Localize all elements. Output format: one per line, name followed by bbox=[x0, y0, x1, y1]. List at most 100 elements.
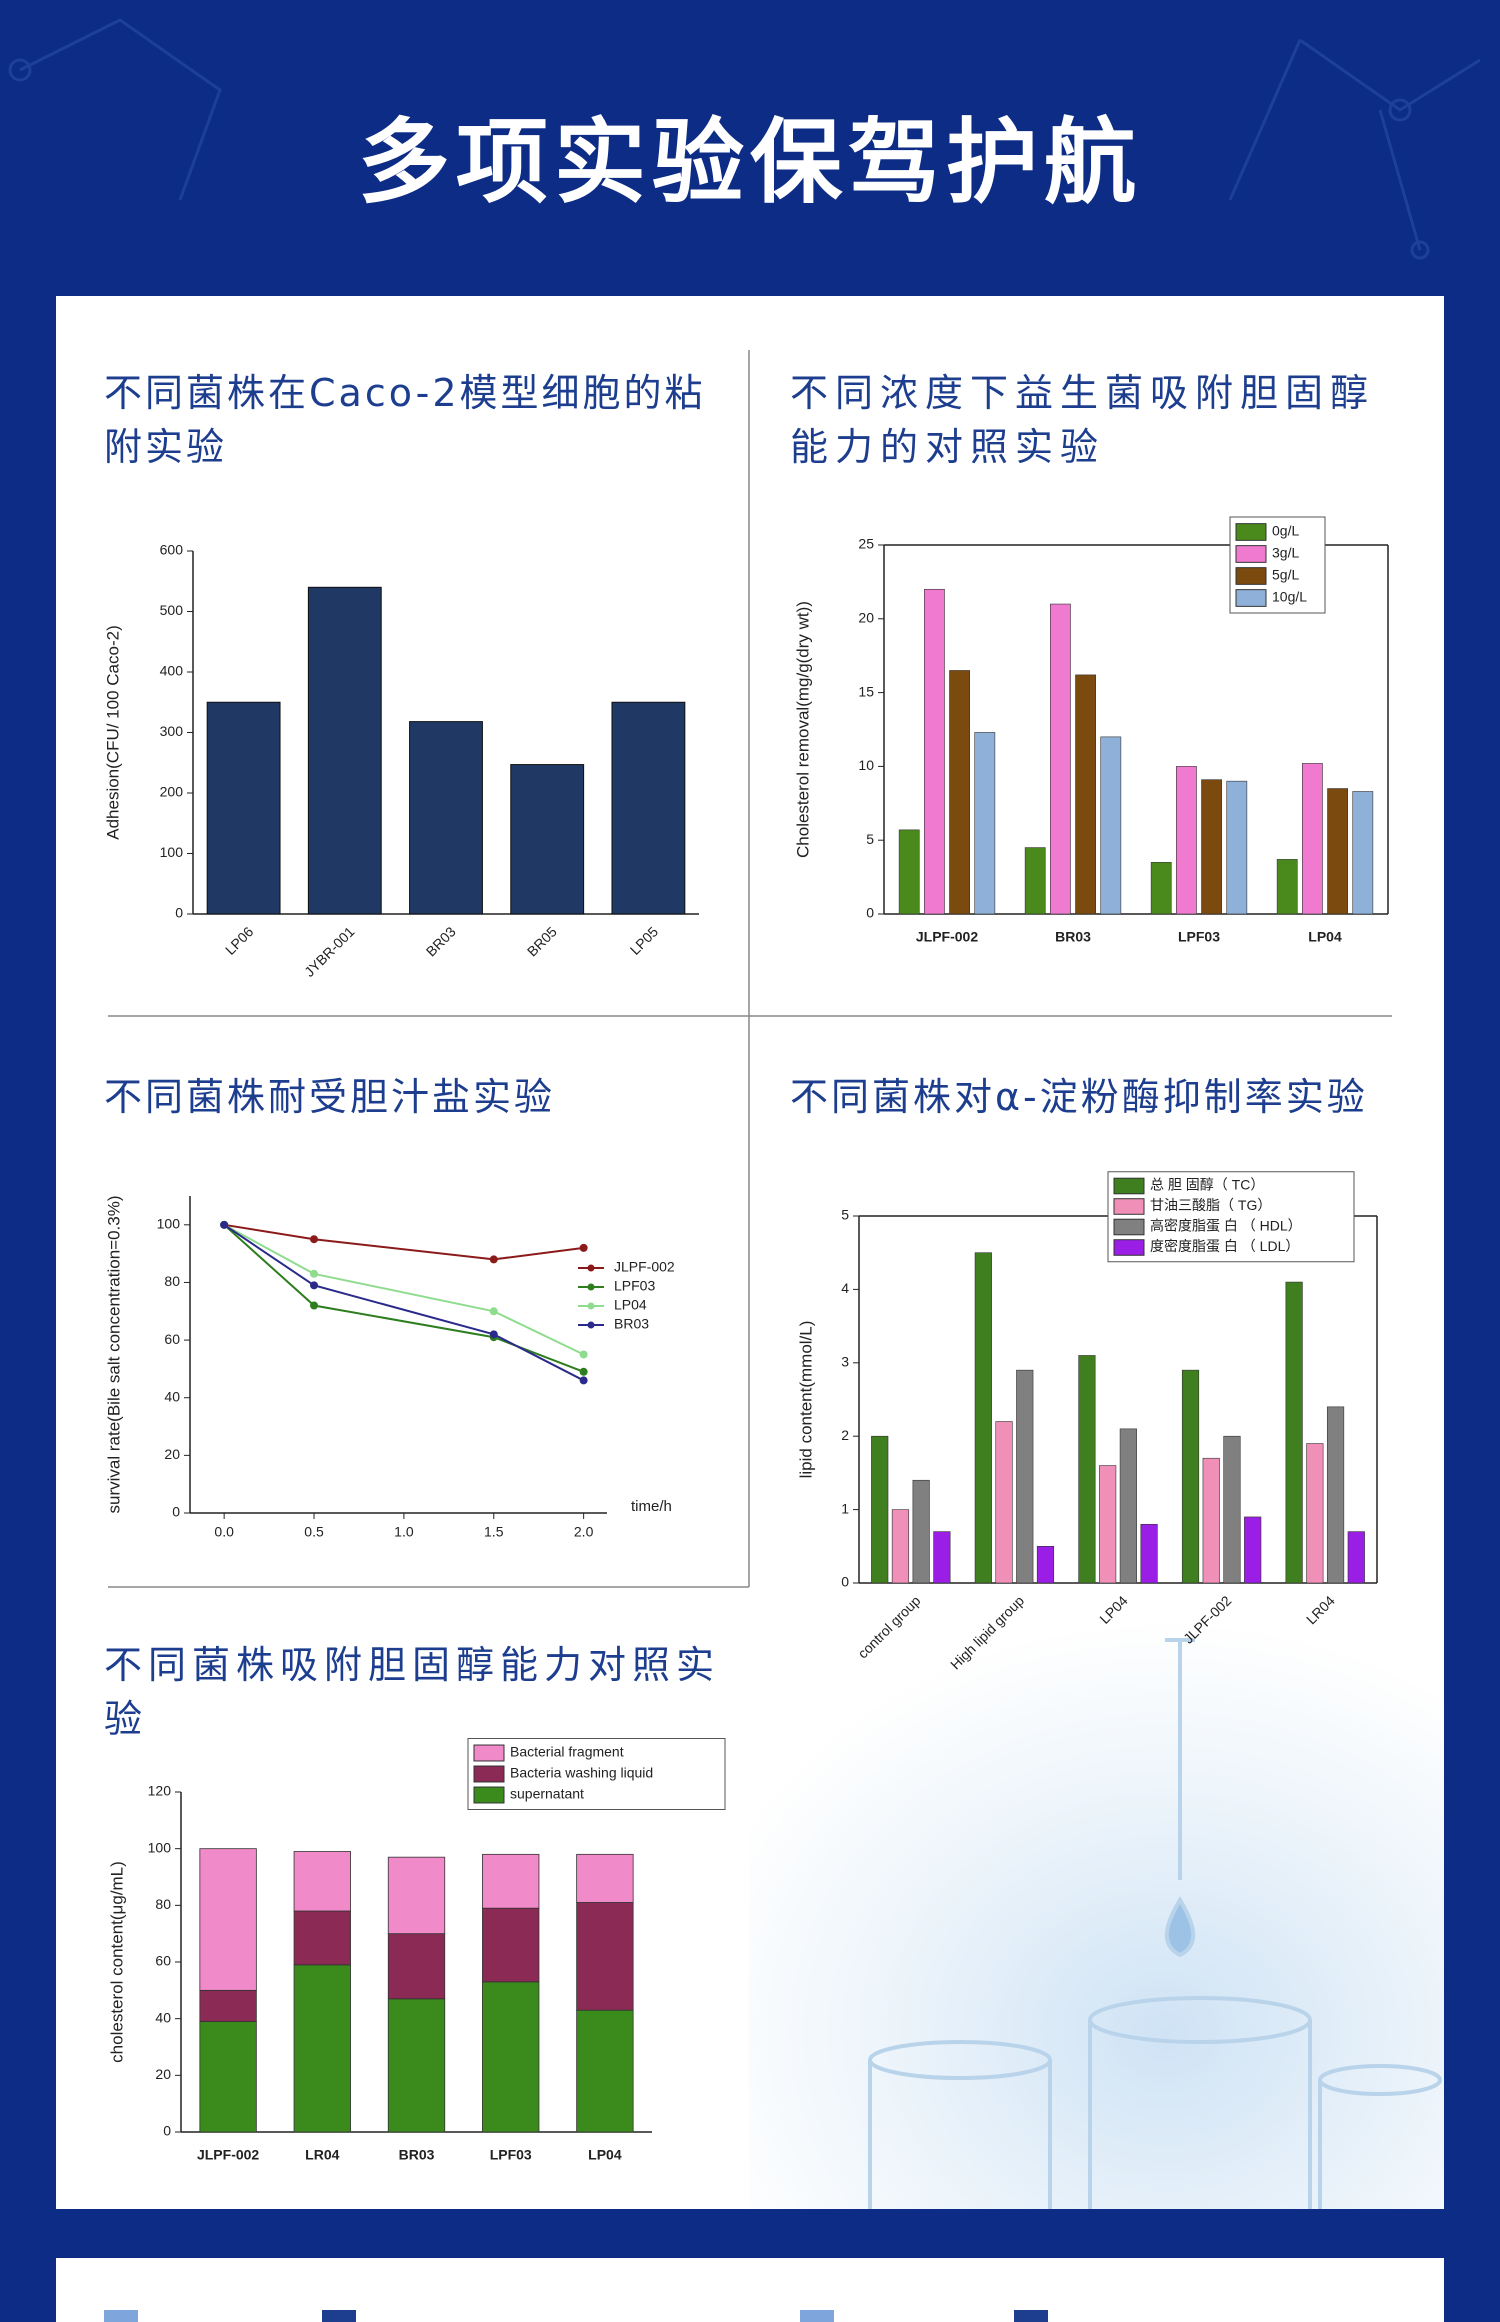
legend-swatch bbox=[104, 2310, 138, 2322]
y-tick-label: 25 bbox=[858, 536, 874, 552]
point bbox=[579, 1367, 588, 1376]
point bbox=[489, 1255, 498, 1264]
legend-marker bbox=[587, 1302, 595, 1310]
bar bbox=[1176, 766, 1197, 915]
bar bbox=[1016, 1369, 1034, 1584]
y-tick-label: 80 bbox=[155, 1896, 171, 1912]
legend-swatch bbox=[1235, 567, 1267, 585]
legend-label: 甘油三酸脂（ TG） bbox=[1150, 1197, 1271, 1213]
legend-swatch bbox=[1014, 2310, 1048, 2322]
y-tick-label: 600 bbox=[160, 542, 184, 558]
series-line bbox=[223, 1223, 585, 1356]
bar-segment bbox=[482, 1981, 540, 2133]
bar bbox=[1181, 1369, 1200, 1584]
legend-label: Bacterial fragment bbox=[510, 1744, 624, 1760]
bar bbox=[1202, 1457, 1220, 1584]
chart-title: 不同菌株对α-淀粉酶抑制率实验 bbox=[790, 1075, 1368, 1119]
y-tick-label: 500 bbox=[160, 602, 184, 618]
x-tick-label: LR04 bbox=[305, 2147, 339, 2163]
y-tick-label: 15 bbox=[858, 683, 874, 699]
point bbox=[579, 1243, 588, 1252]
y-tick-label: 80 bbox=[164, 1273, 180, 1289]
legend-label: BR03 bbox=[614, 1316, 649, 1332]
y-tick-label: 120 bbox=[148, 1783, 172, 1799]
legend-swatch bbox=[473, 1786, 505, 1804]
bar-segment bbox=[199, 2021, 257, 2133]
bar bbox=[912, 1479, 930, 1584]
legend-label: Bacteria washing liquid bbox=[510, 1765, 653, 1781]
bar bbox=[1078, 1355, 1096, 1584]
bar bbox=[1226, 780, 1248, 915]
bar-segment bbox=[387, 1933, 446, 2000]
y-axis-label: survival rate(Bile salt concentration=0.… bbox=[104, 1196, 123, 1514]
bar bbox=[974, 1252, 992, 1584]
bar-segment bbox=[293, 1910, 351, 1966]
legend-label: LPF03 bbox=[614, 1278, 655, 1294]
bar-segment bbox=[576, 2009, 634, 2133]
bar bbox=[1099, 1465, 1117, 1584]
bar bbox=[409, 721, 483, 915]
legend-swatch bbox=[800, 2310, 834, 2322]
bar bbox=[1036, 1546, 1055, 1584]
bar bbox=[1285, 1281, 1303, 1584]
y-tick-label: 20 bbox=[155, 2066, 171, 2082]
point bbox=[579, 1350, 588, 1359]
y-tick-label: 4 bbox=[841, 1280, 849, 1296]
bar bbox=[1140, 1523, 1158, 1584]
lab-image bbox=[749, 1620, 1444, 2209]
legend-label: JLPF-002 bbox=[614, 1259, 675, 1275]
bar bbox=[1119, 1428, 1137, 1584]
bar bbox=[307, 586, 382, 915]
legend-label: 高密度脂蛋 白 （ HDL） bbox=[1150, 1218, 1302, 1234]
legend-marker bbox=[587, 1321, 595, 1329]
legend-label: 度密度脂蛋 白 （ LDL） bbox=[1150, 1238, 1299, 1254]
bar bbox=[898, 829, 920, 915]
bar bbox=[933, 1531, 951, 1584]
bar bbox=[995, 1421, 1013, 1584]
legend-swatch bbox=[473, 1744, 505, 1762]
y-tick-label: 20 bbox=[858, 610, 874, 626]
y-tick-label: 20 bbox=[164, 1446, 180, 1462]
y-axis-label: cholesterol content(μg/mL) bbox=[107, 1861, 126, 2063]
y-tick-label: 40 bbox=[164, 1388, 180, 1404]
y-tick-label: 40 bbox=[155, 2009, 171, 2025]
x-tick-label: 1.0 bbox=[394, 1524, 414, 1540]
series-line bbox=[223, 1223, 585, 1382]
bar bbox=[1302, 763, 1323, 915]
page-title: 多项实验保驾护航 bbox=[357, 109, 1142, 216]
legend-label: 0g/L bbox=[1272, 523, 1299, 539]
bar bbox=[949, 670, 970, 915]
bar bbox=[611, 701, 686, 915]
bar bbox=[974, 732, 996, 915]
y-axis-label: lipid content(mmol/L) bbox=[796, 1321, 815, 1479]
bar-segment bbox=[387, 1856, 446, 1935]
legend-swatch bbox=[322, 2310, 356, 2322]
y-tick-label: 0 bbox=[163, 2123, 171, 2139]
point bbox=[310, 1235, 319, 1244]
bar-segment bbox=[482, 1853, 540, 1909]
legend-swatch bbox=[1113, 1218, 1145, 1236]
x-tick-label: 0.5 bbox=[304, 1524, 324, 1540]
series-line bbox=[223, 1223, 584, 1261]
lab-glassware bbox=[868, 1638, 1442, 2209]
point bbox=[310, 1269, 319, 1278]
bar bbox=[1306, 1443, 1324, 1584]
x-tick-label: LPF03 bbox=[490, 2147, 532, 2163]
x-tick-label: JLPF-002 bbox=[916, 929, 978, 945]
x-tick-label: BR03 bbox=[1055, 929, 1091, 945]
bar bbox=[1150, 862, 1172, 915]
legend-label: 总 胆 固醇（ TC） bbox=[1150, 1177, 1264, 1193]
y-tick-label: 200 bbox=[160, 784, 184, 800]
legend-marker bbox=[587, 1264, 595, 1272]
bar bbox=[1244, 1516, 1262, 1584]
y-tick-label: 0 bbox=[172, 1504, 180, 1520]
dividers bbox=[108, 350, 1392, 1588]
legend-label: 3g/L bbox=[1272, 545, 1299, 561]
point bbox=[310, 1301, 319, 1310]
point bbox=[579, 1376, 588, 1385]
panel-bottom bbox=[56, 2258, 1444, 2322]
bar bbox=[924, 588, 945, 915]
x-tick-label: LPF03 bbox=[1178, 929, 1220, 945]
y-tick-label: 100 bbox=[160, 844, 184, 860]
